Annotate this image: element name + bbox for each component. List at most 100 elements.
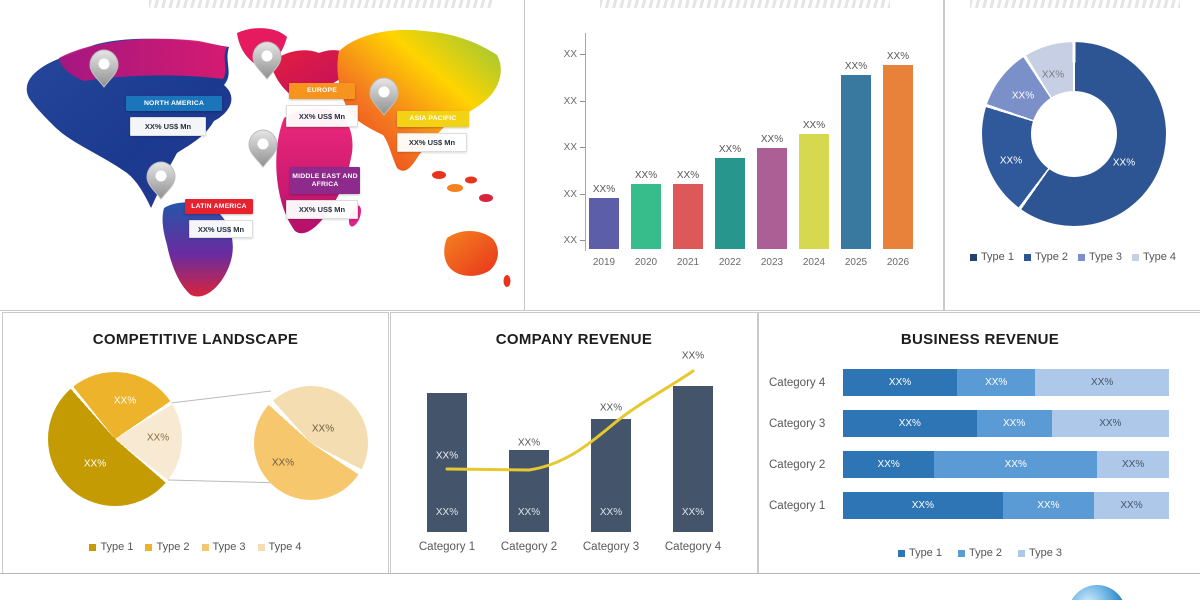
line-point-label: XX% bbox=[681, 350, 705, 362]
legend-item: Type 4 bbox=[1132, 251, 1176, 263]
legend-swatch bbox=[1023, 253, 1031, 261]
legend-item: Type 2 bbox=[957, 547, 1002, 559]
panel-title: COMPETITIVE LANDSCAPE bbox=[92, 331, 299, 348]
secondary-pie bbox=[254, 386, 368, 500]
legend-item: Type 2 bbox=[145, 541, 190, 553]
bar-column: XX% 2019 bbox=[589, 51, 619, 268]
bar bbox=[757, 148, 787, 249]
x-axis-label: 2025 bbox=[844, 257, 868, 268]
bar-column: XX% 2024 bbox=[799, 51, 829, 268]
legend-item: Type 3 bbox=[1018, 547, 1062, 559]
region-value-asia-pacific: XX% US$ Mn bbox=[397, 133, 467, 152]
donut-hole bbox=[1031, 91, 1117, 177]
bar-segment: XX% bbox=[1094, 492, 1169, 519]
type-share-legend: Type 1 Type 2 Type 3 Type 4 bbox=[945, 251, 1200, 263]
legend-swatch bbox=[1078, 253, 1085, 261]
bar-segment: XX% bbox=[1002, 492, 1094, 519]
x-axis-label: 2020 bbox=[634, 257, 658, 268]
clipped-panel-title bbox=[970, 0, 1180, 8]
slice-label: XX% bbox=[1112, 157, 1136, 169]
business-revenue-panel: BUSINESS REVENUE Category 4 XX% XX% XX% Cate… bbox=[758, 312, 1200, 574]
x-axis-label: Category 4 bbox=[664, 541, 722, 553]
x-axis-label: Category 1 bbox=[418, 541, 476, 553]
bar-column: XX% 2020 bbox=[631, 51, 661, 268]
stacked-bar-row: Category 1 XX% XX% XX% bbox=[769, 492, 1169, 519]
company-bars: XX% XX% XX% XX% bbox=[427, 372, 713, 532]
x-axis-label: 2021 bbox=[676, 257, 700, 268]
main-pie bbox=[48, 372, 182, 506]
bar-column: XX% bbox=[427, 393, 467, 532]
business-stacked-bars: Category 4 XX% XX% XX% Category 3 XX% XX% XX% Ca… bbox=[769, 369, 1169, 533]
continent-north-america bbox=[26, 38, 232, 209]
legend-swatch bbox=[1132, 253, 1140, 261]
slice-label: XX% bbox=[1011, 90, 1035, 102]
line-point-label: XX% bbox=[599, 402, 623, 414]
bar-value-label: XX% bbox=[681, 507, 705, 518]
bar-segment: XX% bbox=[976, 410, 1052, 437]
clipped-panel-title bbox=[600, 0, 890, 8]
legend-swatch bbox=[145, 543, 153, 551]
annual-bar-chart: XX% 2019 XX% 2020 XX% 2021 XX% 2022 XX% 2023 XX% 20… bbox=[589, 51, 913, 268]
bar-column: XX% 2022 bbox=[715, 51, 745, 268]
bar: XX% bbox=[673, 386, 713, 532]
new-zealand bbox=[503, 275, 511, 287]
region-value-middle-east-africa: XX% US$ Mn bbox=[286, 200, 358, 219]
bar-segment: XX% bbox=[1035, 369, 1169, 396]
bar-column: XX% bbox=[509, 450, 549, 532]
bar-segment: XX% bbox=[843, 451, 935, 478]
bar-value-label: XX% bbox=[886, 51, 910, 62]
annual-growth-panel: XX XX XX XX XX XX% 2019 XX% 2020 XX% 2021 XX% 2022 X… bbox=[524, 0, 944, 311]
category-label: Category 1 bbox=[769, 499, 826, 512]
panel-title: BUSINESS REVENUE bbox=[900, 331, 1060, 348]
bar bbox=[841, 75, 871, 249]
company-x-labels: Category 1 Category 2 Category 3 Category 4 bbox=[418, 541, 722, 553]
bar-value-label: XX% bbox=[844, 61, 868, 72]
type-share-panel: XX% XX% XX% XX% Type 1 Type 2 Type 3 Type 4 bbox=[944, 0, 1200, 311]
legend-item: Type 3 bbox=[201, 541, 246, 553]
stacked-bar: XX% XX% XX% bbox=[843, 369, 1169, 396]
region-label-north-america: NORTH AMERICA bbox=[126, 96, 222, 111]
legend-item: Type 1 bbox=[89, 541, 133, 553]
bar-segment: XX% bbox=[843, 492, 1003, 519]
region-value-north-america: XX% US$ Mn bbox=[130, 117, 206, 136]
slice-label: XX% bbox=[83, 458, 107, 470]
bar-segment: XX% bbox=[1051, 410, 1169, 437]
legend-swatch bbox=[897, 549, 905, 557]
globe-logo bbox=[1068, 585, 1126, 600]
legend-swatch bbox=[969, 253, 977, 261]
se-asia-island bbox=[432, 171, 446, 179]
map-panel: NORTH AMERICA XX% US$ Mn EUROPE XX% US$ … bbox=[0, 0, 525, 311]
y-tick: XX bbox=[564, 189, 585, 200]
y-tick: XX bbox=[564, 235, 585, 246]
x-axis-label: 2024 bbox=[802, 257, 826, 268]
bar-column: XX% 2025 bbox=[841, 51, 871, 268]
footer-divider bbox=[0, 573, 1200, 574]
bar-value-label: XX% bbox=[802, 120, 826, 131]
x-axis-label: Category 2 bbox=[500, 541, 558, 553]
legend-item: Type 3 bbox=[1078, 251, 1122, 263]
bar-value-label: XX% bbox=[760, 134, 784, 145]
legend-swatch bbox=[201, 543, 209, 551]
x-axis-label: 2023 bbox=[760, 257, 784, 268]
bar bbox=[673, 184, 703, 249]
slice-label: XX% bbox=[311, 423, 335, 435]
location-pin-icon bbox=[248, 129, 278, 168]
competitive-landscape-panel: COMPETITIVE LANDSCAPE XX% XX% XX% XX% XX… bbox=[2, 312, 389, 574]
x-axis-label: 2022 bbox=[718, 257, 742, 268]
slice-label: XX% bbox=[113, 395, 137, 407]
company-revenue-panel: COMPANY REVENUE XX% XX% XX% XX% Category 1 C… bbox=[390, 312, 758, 574]
panel-title: COMPANY REVENUE bbox=[495, 331, 653, 348]
business-legend: Type 1 Type 2 Type 3 bbox=[759, 547, 1200, 559]
bar bbox=[715, 158, 745, 249]
bar bbox=[589, 198, 619, 249]
bar-segment: XX% bbox=[1097, 451, 1169, 478]
bar-column: XX% 2023 bbox=[757, 51, 787, 268]
bar-segment: XX% bbox=[957, 369, 1036, 396]
region-value-latin-america: XX% US$ Mn bbox=[189, 220, 253, 238]
stacked-bar: XX% XX% XX% bbox=[843, 492, 1169, 519]
line-point-label: XX% bbox=[435, 450, 459, 462]
legend-item: Type 1 bbox=[969, 251, 1014, 263]
bar-segment: XX% bbox=[934, 451, 1098, 478]
region-label-middle-east-africa: MIDDLE EAST AND AFRICA bbox=[290, 167, 360, 194]
